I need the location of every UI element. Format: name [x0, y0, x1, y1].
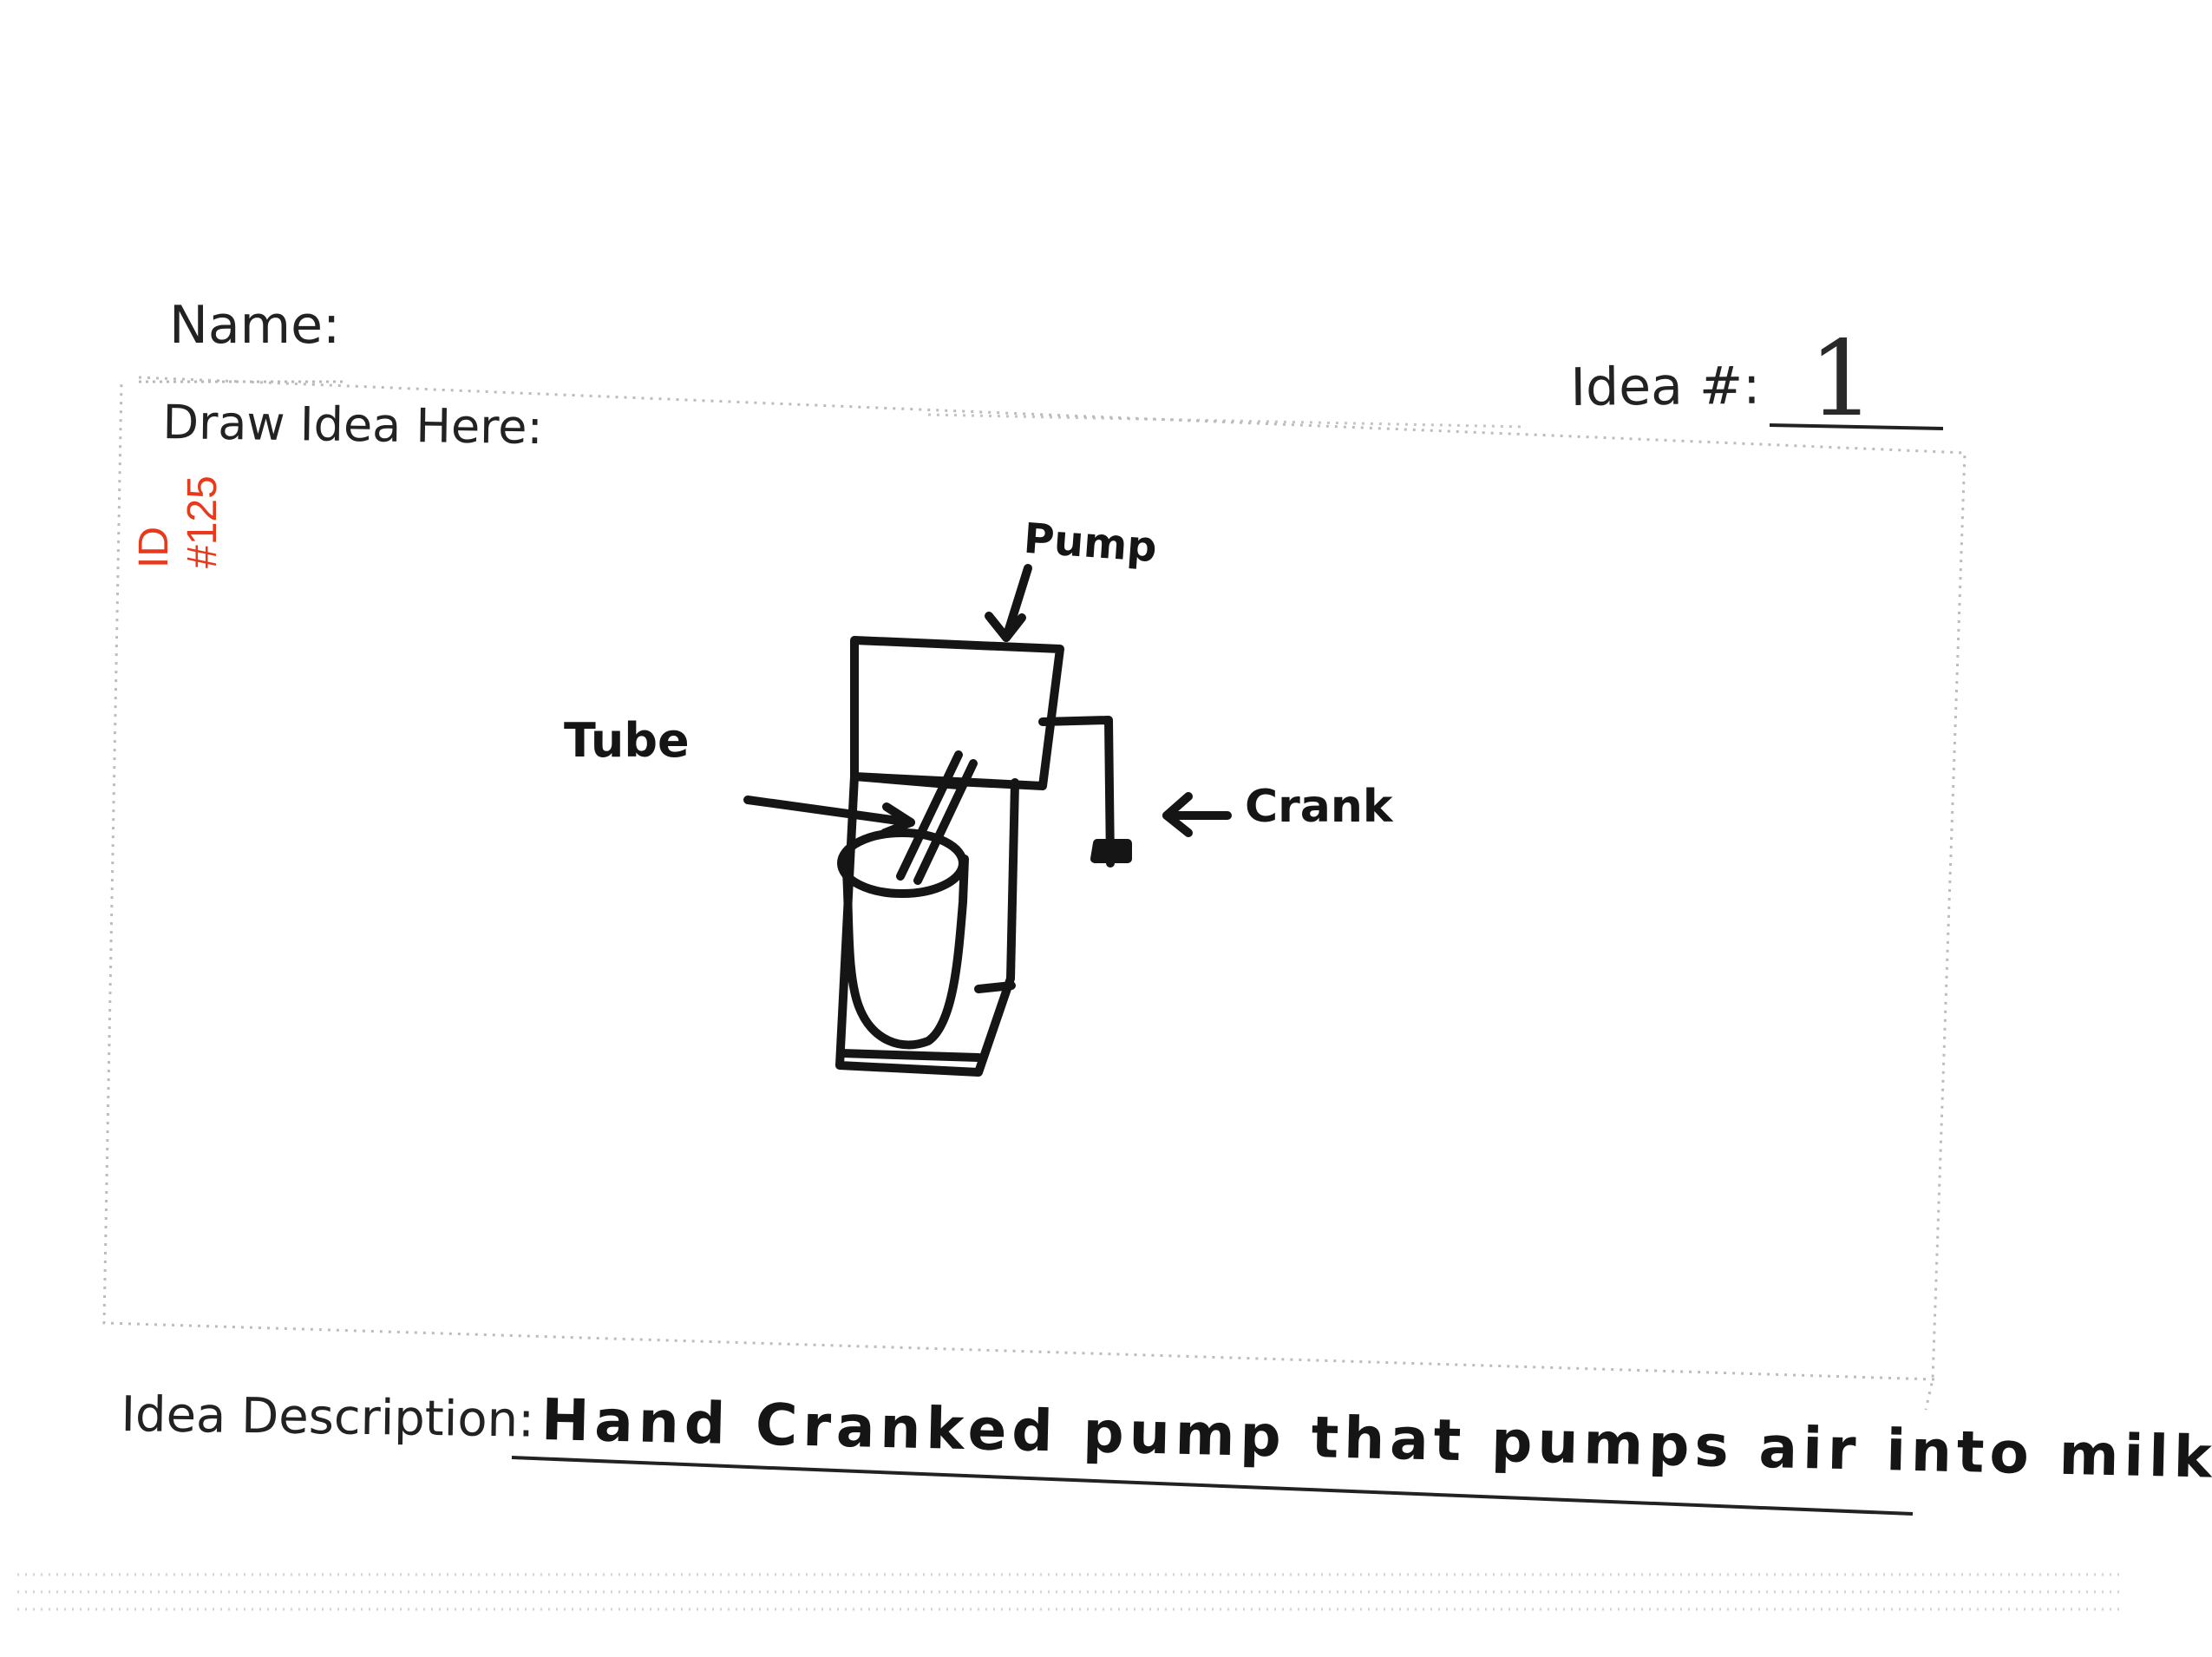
idea-number-value: 1 [1809, 319, 1875, 440]
id-stamp: ID #125 [130, 475, 227, 568]
id-stamp-line2: #125 [180, 475, 226, 568]
draw-idea-label: Draw Idea Here: [162, 395, 544, 455]
name-label: Name: [169, 295, 341, 356]
top-dotted-rule [927, 413, 1528, 429]
description-underline [511, 1456, 1914, 1516]
idea-number-underline [1769, 423, 1944, 430]
bottom-scan-noise [17, 1573, 2125, 1611]
idea-number-label: Idea #: [1570, 355, 1761, 418]
idea-description-label: Idea Description: [121, 1386, 535, 1449]
drawing-box [102, 376, 1967, 1411]
sketch-pump-device [743, 564, 1232, 1077]
sketch-label-crank: Crank [1245, 781, 1393, 833]
sketch-label-tube: Tube [564, 713, 690, 768]
sketch-label-pump: Pump [1022, 514, 1159, 573]
id-stamp-line1: ID [131, 527, 177, 568]
